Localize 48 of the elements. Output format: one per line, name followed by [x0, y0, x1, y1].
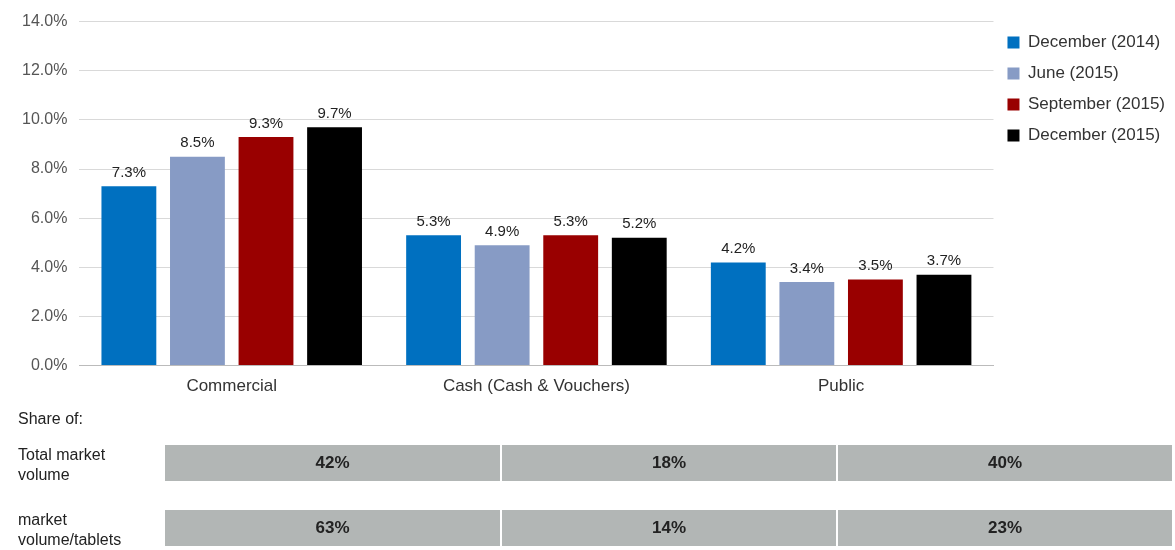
- data-label: 8.5%: [180, 133, 215, 151]
- data-label: 5.3%: [553, 212, 588, 230]
- bar: [170, 156, 225, 366]
- y-tick-label: 2.0%: [30, 306, 68, 324]
- data-label: 3.4%: [789, 258, 824, 276]
- bar: [611, 237, 667, 366]
- bar: [779, 282, 835, 366]
- data-label: 4.2%: [721, 239, 756, 257]
- data-label: 4.9%: [485, 221, 520, 239]
- legend-label: September (2015): [1027, 94, 1166, 114]
- data-label: 5.3%: [416, 212, 451, 230]
- y-tick-label: 0.0%: [30, 356, 68, 374]
- legend-label: December (2015): [1027, 125, 1161, 145]
- data-label: 9.7%: [317, 103, 352, 121]
- data-label: 7.3%: [111, 162, 146, 180]
- text: 63%: [165, 510, 500, 546]
- bar: [474, 245, 530, 366]
- y-tick-label: 12.0%: [21, 61, 68, 79]
- text: Share of:: [18, 410, 83, 428]
- y-tick-label: 10.0%: [21, 110, 68, 128]
- bar: [916, 274, 972, 366]
- y-tick-label: 14.0%: [21, 12, 68, 30]
- bar: [847, 279, 903, 366]
- bar: [101, 186, 157, 366]
- x-tick-label: Cash (Cash & Vouchers): [442, 376, 630, 396]
- data-label: 3.7%: [926, 251, 962, 269]
- bar: [543, 235, 599, 366]
- data-label: 5.2%: [622, 214, 657, 232]
- text: 14%: [502, 510, 836, 546]
- x-tick-label: Public: [817, 376, 865, 396]
- bar: [406, 235, 462, 366]
- bar: [238, 137, 294, 366]
- text: 18%: [502, 445, 836, 481]
- text: 23%: [838, 510, 1172, 546]
- y-tick-label: 4.0%: [30, 257, 68, 275]
- y-tick-label: 8.0%: [30, 159, 68, 177]
- text: Total market volume: [18, 445, 107, 485]
- bar: [710, 262, 766, 366]
- text: market volume/tablets: [18, 510, 123, 550]
- x-tick-label: Commercial: [186, 376, 278, 396]
- data-label: 9.3%: [248, 113, 284, 131]
- text: 42%: [165, 445, 500, 481]
- data-label: 3.5%: [858, 256, 893, 274]
- y-tick-label: 6.0%: [30, 208, 68, 226]
- legend-label: June (2015): [1027, 63, 1119, 83]
- bar: [307, 127, 362, 366]
- legend-label: December (2014): [1027, 32, 1161, 52]
- text: 40%: [838, 445, 1172, 481]
